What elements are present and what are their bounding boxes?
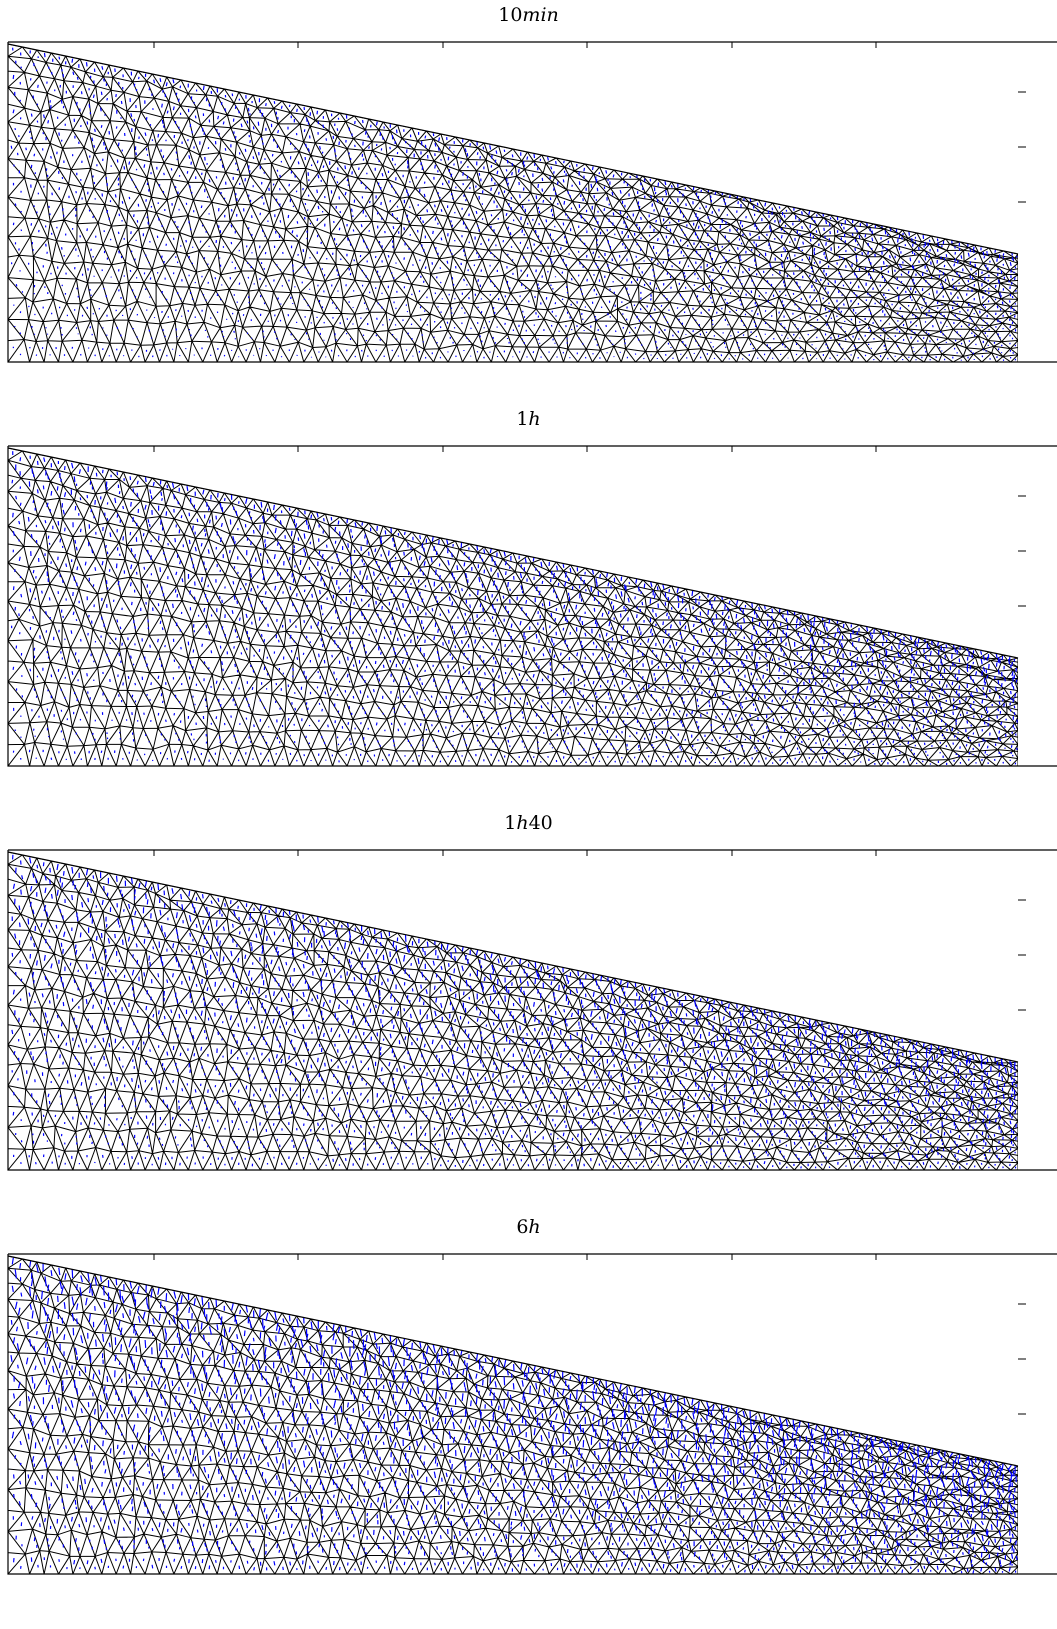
axes-frame bbox=[7, 41, 1057, 363]
panel-3: 1h40 bbox=[0, 808, 1057, 1208]
mesh-edges bbox=[8, 448, 1018, 766]
vector-arrows bbox=[10, 1257, 1018, 1574]
free-surface-line bbox=[7, 43, 1019, 255]
title-unit: min bbox=[522, 4, 559, 26]
title-number: 1 bbox=[504, 812, 517, 834]
mesh-plot bbox=[7, 849, 1057, 1171]
title-tail: 40 bbox=[528, 812, 553, 834]
mesh-plot bbox=[7, 445, 1057, 767]
axes-frame bbox=[7, 849, 1057, 1171]
free-surface-line bbox=[7, 1255, 1019, 1467]
axes-frame bbox=[7, 445, 1057, 767]
title-number: 1 bbox=[516, 408, 529, 430]
panel-4: 6h bbox=[0, 1212, 1057, 1612]
free-surface-line bbox=[7, 851, 1019, 1063]
axis-ticks bbox=[153, 1254, 1026, 1415]
title-number: 10 bbox=[498, 4, 523, 26]
velocity-vectors bbox=[10, 1257, 1018, 1574]
mesh-lines bbox=[8, 44, 1018, 362]
panel-title: 1h bbox=[0, 404, 1057, 434]
velocity-vectors bbox=[11, 451, 1018, 766]
axes-frame bbox=[7, 1253, 1057, 1575]
panel-2: 1h bbox=[0, 404, 1057, 804]
title-unit: h bbox=[528, 408, 541, 430]
mesh-plot bbox=[7, 41, 1057, 363]
axis-ticks bbox=[153, 850, 1026, 1011]
velocity-vectors bbox=[10, 47, 1018, 361]
title-number: 6 bbox=[516, 1216, 529, 1238]
mesh-lines bbox=[8, 448, 1018, 766]
panel-title: 10min bbox=[0, 0, 1057, 30]
velocity-vectors bbox=[11, 854, 1017, 1169]
title-unit: h bbox=[516, 812, 529, 834]
panel-title: 6h bbox=[0, 1212, 1057, 1242]
axis-ticks bbox=[153, 446, 1026, 607]
mesh-plot bbox=[7, 1253, 1057, 1575]
mesh-edges bbox=[8, 44, 1018, 362]
axis-ticks bbox=[153, 42, 1026, 203]
title-unit: h bbox=[528, 1216, 541, 1238]
panel-title: 1h40 bbox=[0, 808, 1057, 838]
panel-1: 10min bbox=[0, 0, 1057, 400]
vector-arrows bbox=[11, 451, 1018, 766]
vector-arrows bbox=[11, 854, 1017, 1169]
free-surface-line bbox=[7, 447, 1019, 659]
vector-arrows bbox=[10, 47, 1018, 361]
